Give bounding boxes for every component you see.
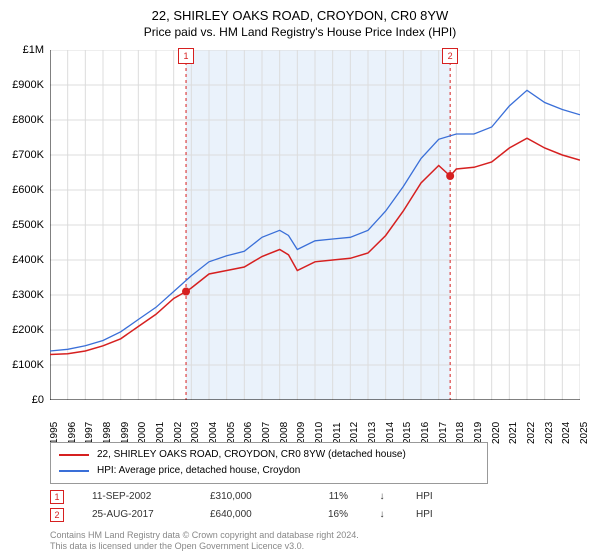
x-tick-label: 2014 [385, 422, 396, 444]
y-tick-label: £200K [12, 324, 44, 336]
x-tick-label: 2008 [279, 422, 290, 444]
x-tick-label: 1998 [102, 422, 113, 444]
footnote-line2: This data is licensed under the Open Gov… [50, 541, 304, 551]
x-tick-label: 2015 [402, 422, 413, 444]
marker-price: £640,000 [210, 506, 280, 524]
x-tick-label: 2006 [243, 422, 254, 444]
sale-marker-row: 1 11-SEP-2002 £310,000 11% ↓ HPI [50, 488, 446, 506]
y-tick-label: £0 [32, 394, 44, 406]
y-tick-label: £500K [12, 219, 44, 231]
x-tick-label: 2003 [190, 422, 201, 444]
marker-hpi-label: HPI [416, 506, 446, 524]
x-tick-label: 1995 [49, 422, 60, 444]
legend-swatch-hpi [59, 470, 89, 472]
x-tick-label: 2011 [332, 422, 343, 444]
chart-title: 22, SHIRLEY OAKS ROAD, CROYDON, CR0 8YW [0, 0, 600, 23]
x-tick-label: 2016 [420, 422, 431, 444]
x-tick-label: 2000 [137, 422, 148, 444]
y-tick-label: £600K [12, 184, 44, 196]
x-tick-label: 2025 [579, 422, 590, 444]
x-tick-label: 2023 [544, 422, 555, 444]
y-tick-label: £900K [12, 79, 44, 91]
x-tick-label: 2013 [367, 422, 378, 444]
x-tick-label: 2022 [526, 422, 537, 444]
legend-label-hpi: HPI: Average price, detached house, Croy… [97, 463, 300, 479]
marker-pct: 16% [308, 506, 348, 524]
legend-row-hpi: HPI: Average price, detached house, Croy… [59, 463, 479, 479]
y-tick-label: £700K [12, 149, 44, 161]
x-tick-label: 2009 [296, 422, 307, 444]
x-tick-label: 2020 [491, 422, 502, 444]
marker-hpi-label: HPI [416, 488, 446, 506]
x-tick-label: 2017 [438, 422, 449, 444]
y-axis-labels: £0£100K£200K£300K£400K£500K£600K£700K£80… [0, 50, 48, 400]
x-tick-label: 2004 [208, 422, 219, 444]
legend-row-property: 22, SHIRLEY OAKS ROAD, CROYDON, CR0 8YW … [59, 447, 479, 463]
x-tick-label: 2019 [473, 422, 484, 444]
marker-pct: 11% [308, 488, 348, 506]
x-tick-label: 1996 [67, 422, 78, 444]
marker-badge: 1 [50, 490, 64, 504]
chart-container: 22, SHIRLEY OAKS ROAD, CROYDON, CR0 8YW … [0, 0, 600, 560]
x-tick-label: 2010 [314, 422, 325, 444]
x-tick-label: 2001 [155, 422, 166, 444]
marker-price: £310,000 [210, 488, 280, 506]
footnote: Contains HM Land Registry data © Crown c… [50, 530, 359, 552]
sale-marker-row: 2 25-AUG-2017 £640,000 16% ↓ HPI [50, 506, 446, 524]
x-tick-label: 2021 [508, 422, 519, 444]
down-arrow-icon: ↓ [376, 506, 388, 524]
y-tick-label: £300K [12, 289, 44, 301]
chart-subtitle: Price paid vs. HM Land Registry's House … [0, 23, 600, 39]
x-tick-label: 2024 [561, 422, 572, 444]
x-tick-label: 2012 [349, 422, 360, 444]
x-tick-label: 2007 [261, 422, 272, 444]
chart-plot-area: 12 [50, 50, 580, 400]
y-tick-label: £400K [12, 254, 44, 266]
marker-date: 25-AUG-2017 [92, 506, 182, 524]
x-tick-label: 2002 [173, 422, 184, 444]
down-arrow-icon: ↓ [376, 488, 388, 506]
y-tick-label: £800K [12, 114, 44, 126]
x-tick-label: 1999 [120, 422, 131, 444]
marker-date: 11-SEP-2002 [92, 488, 182, 506]
legend: 22, SHIRLEY OAKS ROAD, CROYDON, CR0 8YW … [50, 442, 488, 484]
x-tick-label: 2018 [455, 422, 466, 444]
x-axis-labels: 1995 1996 1997 1998 1999 2000 2001 2002 2003 2004… [50, 402, 580, 442]
legend-label-property: 22, SHIRLEY OAKS ROAD, CROYDON, CR0 8YW … [97, 447, 406, 463]
x-tick-label: 2005 [226, 422, 237, 444]
footnote-line1: Contains HM Land Registry data © Crown c… [50, 530, 359, 540]
sale-marker-table: 1 11-SEP-2002 £310,000 11% ↓ HPI 2 25-AUG-2017 £… [50, 488, 446, 524]
y-tick-label: £100K [12, 359, 44, 371]
x-tick-label: 1997 [84, 422, 95, 444]
legend-swatch-property [59, 454, 89, 456]
y-tick-label: £1M [23, 44, 44, 56]
marker-badge: 2 [50, 508, 64, 522]
